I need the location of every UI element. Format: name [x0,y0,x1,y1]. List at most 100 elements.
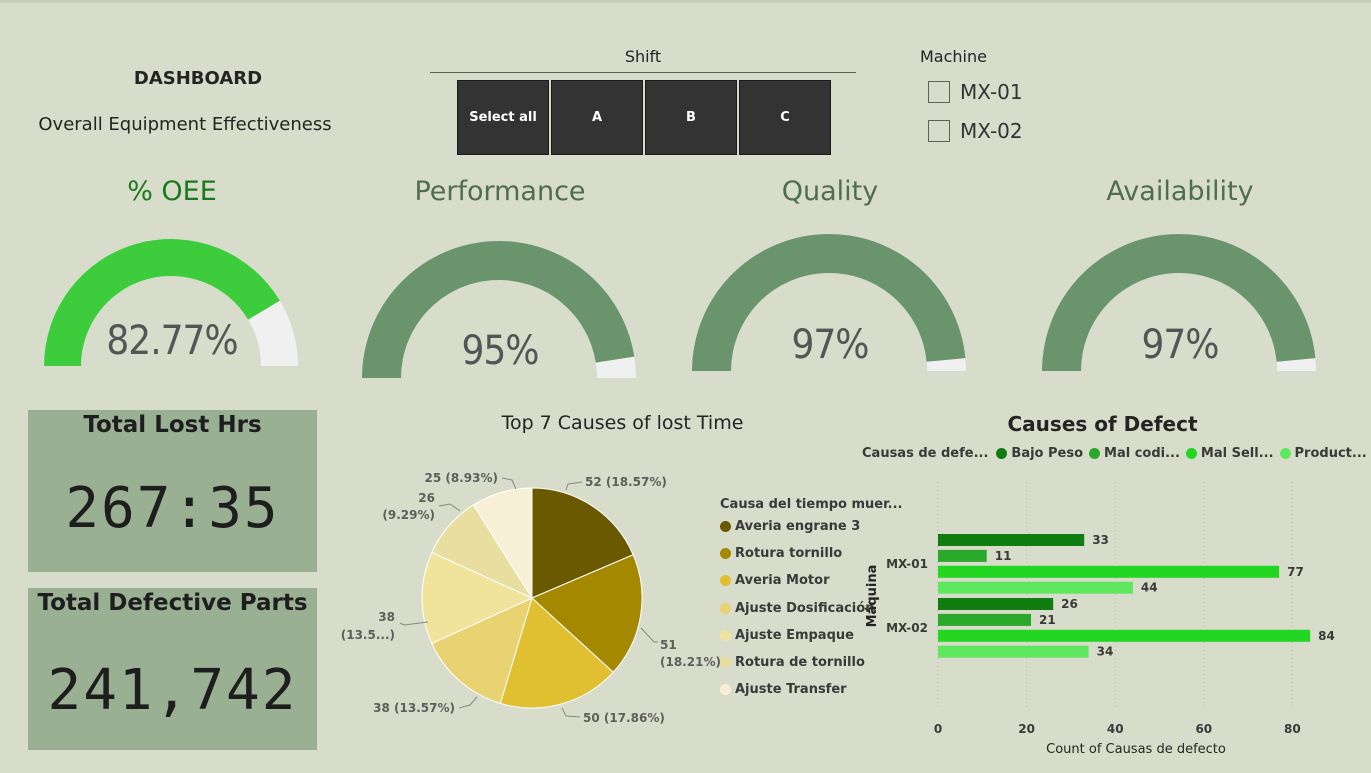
pie-slice[interactable] [531,554,643,673]
dashboard-title: DASHBOARD [133,68,263,89]
gauge-fill [1042,234,1316,371]
bar-data-label: 84 [1318,629,1335,643]
pie-leader-line [501,477,517,490]
pie-legend-item[interactable]: Averia Motor [720,573,829,588]
card-value: 267:35 [65,476,280,541]
bar-legend: Causas de defe... Bajo Peso Mal codi... Ma… [862,445,1371,461]
bar-data-label: 11 [995,549,1012,563]
machine-option-mx01[interactable]: MX-01 [928,80,1023,104]
pie-data-label: (9.29%) [382,508,435,522]
shift-c-button[interactable]: C [739,80,831,155]
bar-data-label: 21 [1039,613,1056,627]
pie-data-label: 38 [378,610,395,624]
card-value: 241,742 [47,658,298,723]
pie-data-label: (13.5...) [341,628,395,642]
pie-data-label: 25 (8.93%) [425,471,498,485]
pie-data-label: 26 [418,491,435,505]
legend-marker [1089,447,1101,459]
machine-option-label: MX-01 [960,80,1023,104]
total-lost-hrs-card: Total Lost Hrs 267:35 [28,410,317,572]
card-title: Total Defective Parts [37,590,308,616]
pie-chart-title: Top 7 Causes of lost Time [501,412,744,434]
quality-gauge [692,234,966,371]
pie-legend-item[interactable]: Rotura tornillo [720,546,842,561]
pie-slice[interactable] [499,597,614,709]
quality-gauge-value: 97% [791,322,870,368]
bar-legend-label: Mal Sell... [1200,445,1274,461]
bar[interactable] [938,629,1311,642]
legend-marker [720,657,731,668]
x-tick-label: 40 [1107,722,1124,736]
bar-legend-item[interactable]: Mal codi... [1089,446,1180,461]
oee-gauge [44,238,298,366]
bar-data-label: 33 [1092,533,1109,547]
pie-leader-line [565,481,583,491]
pie-legend-item[interactable]: Averia engrane 3 [720,519,860,534]
shift-a-button[interactable]: A [551,80,643,155]
legend-marker [996,447,1008,459]
pie-legend-item[interactable]: Ajuste Empaque [720,628,854,643]
bar-data-label: 26 [1061,597,1078,611]
oee-gauge-value: 82.77% [106,318,238,364]
pie-data-label: (18.21%) [660,655,720,669]
x-tick-label: 20 [1018,722,1035,736]
bar-legend-label: Bajo Peso [1011,445,1084,461]
bar[interactable] [938,598,1054,610]
bar[interactable] [938,581,1133,594]
legend-marker [720,684,731,696]
pie-legend-item[interactable]: Rotura de tornillo [720,655,865,670]
machine-option-label: MX-02 [960,119,1023,143]
defect-bar-chart: 0 20 40 60 80 Count of Causas de defecto Máqui… [865,482,1335,757]
shift-b-button[interactable]: B [645,80,737,155]
bar[interactable] [938,534,1085,546]
checkbox[interactable] [928,120,950,142]
bar-legend-label: Product... [1294,445,1367,461]
bar-legend-item[interactable]: Bajo Peso [996,446,1083,461]
bar[interactable] [938,549,987,562]
shift-select-all-button[interactable]: Select all [457,80,549,155]
legend-marker [720,521,731,532]
x-tick-label: 80 [1284,722,1301,736]
y-category-label: MX-02 [886,621,928,635]
legend-marker [720,629,731,641]
pie-legend-label: Ajuste Transfer [735,682,847,698]
pie-slice[interactable] [472,487,533,600]
pie-leader-line [438,503,461,512]
machine-option-mx02[interactable]: MX-02 [928,119,1023,143]
pie-legend-label: Averia Motor [735,573,830,589]
bar[interactable] [938,613,1032,626]
bar[interactable] [938,645,1089,658]
bar-legend-title: Causas de defe... [862,445,989,461]
gauge-fill [362,241,635,378]
pie-slice[interactable] [531,487,634,599]
pie-legend-item[interactable]: Ajuste Transfer [720,682,847,697]
bar-data-label: 34 [1097,645,1114,659]
pie-data-label: 38 (13.57%) [373,701,455,715]
dashboard-subtitle: Overall Equipment Effectiveness [38,114,332,135]
pie-data-label: 50 (17.86%) [583,711,665,725]
bar-legend-item[interactable]: Product... [1279,445,1367,461]
pie-legend-title: Causa del tiempo muer... [720,497,903,512]
bar-legend-item[interactable]: Mal Sell... [1185,445,1274,461]
pie-legend-item[interactable]: Ajuste Dosificación [720,601,874,616]
bar-data-label: 44 [1141,581,1158,595]
quality-gauge-title: Quality [781,176,879,207]
pie-legend-label: Rotura tornillo [735,546,843,562]
bar-legend-label: Mal codi... [1104,445,1180,461]
legend-marker [1185,447,1197,459]
performance-gauge-title: Performance [414,176,586,207]
pie-slice[interactable] [421,551,534,645]
total-defective-parts-card: Total Defective Parts 241,742 [28,588,317,750]
checkbox[interactable] [928,81,950,103]
shift-slicer-divider [430,72,856,73]
pie-leader-line [640,627,658,643]
performance-gauge [362,241,636,378]
y-category-label: MX-01 [886,557,928,571]
bar[interactable] [938,565,1280,578]
card-title: Total Lost Hrs [83,412,262,438]
pie-slice[interactable] [431,597,533,704]
oee-gauge-title: % OEE [127,176,217,207]
availability-gauge [1042,234,1316,371]
lost-time-pie-chart: 52 (18.57%) 51 (18.21%) 50 (17.86%) 38 (13.5… [341,471,720,725]
bar-data-label: 77 [1287,565,1304,579]
